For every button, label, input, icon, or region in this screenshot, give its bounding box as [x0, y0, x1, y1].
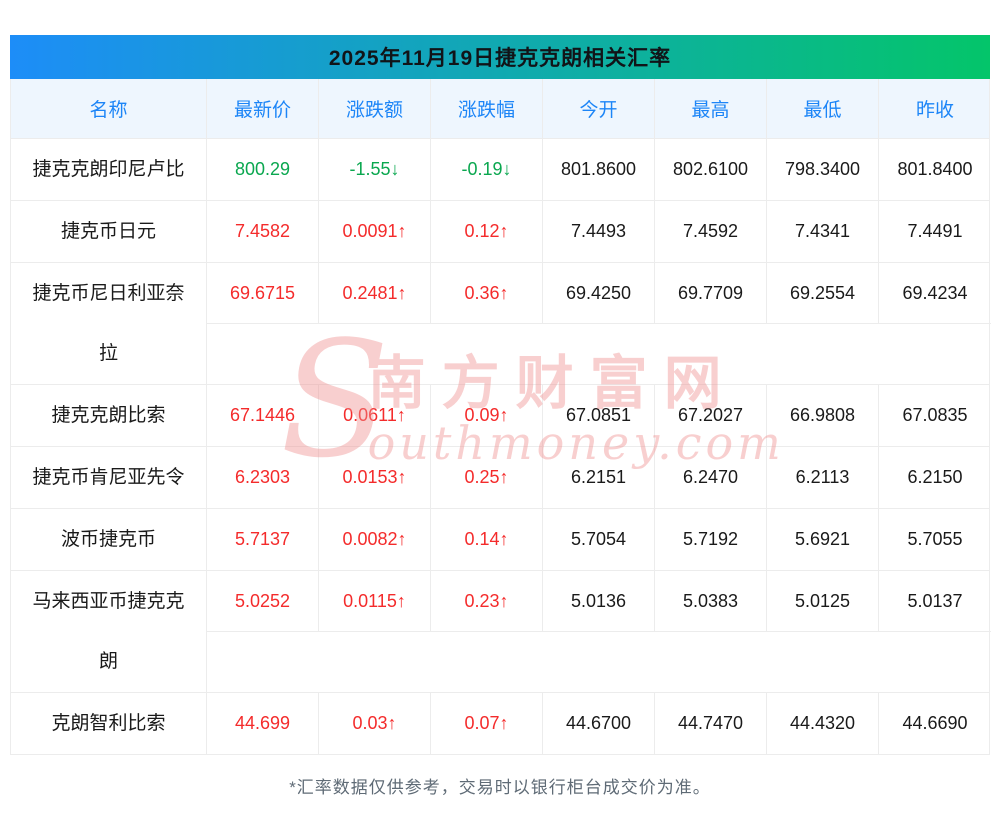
open-price: 44.6700: [543, 693, 655, 754]
currency-pair-name: 克朗智利比索: [11, 693, 207, 754]
row-values: 800.29 -1.55↓ -0.19↓ 801.8600 802.6100 798.34…: [207, 139, 991, 200]
currency-pair-name: 捷克克朗印尼卢比: [11, 139, 207, 200]
high-price: 67.2027: [655, 385, 767, 446]
high-price: 802.6100: [655, 139, 767, 200]
row-values: 69.6715 0.2481↑ 0.36↑ 69.4250 69.7709 69.2554…: [207, 263, 991, 324]
table-row: 克朗智利比索 44.699 0.03↑ 0.07↑ 44.6700 44.7470 44.4…: [11, 693, 989, 755]
open-price: 5.0136: [543, 571, 655, 631]
row-values: 5.0252 0.0115↑ 0.23↑ 5.0136 5.0383 5.0125 5.01…: [207, 571, 991, 632]
exchange-rate-table: 名称 最新价 涨跌额 涨跌幅 今开 最高 最低 昨收 捷克克朗印尼卢比 800.29 -1.55↓…: [10, 79, 991, 755]
table-row: 捷克币肯尼亚先令 6.2303 0.0153↑ 0.25↑ 6.2151 6.2470 6.…: [11, 447, 989, 509]
table-row: 波币捷克币 5.7137 0.0082↑ 0.14↑ 5.7054 5.7192 5.692…: [11, 509, 989, 571]
prev-close-price: 69.4234: [902, 282, 968, 303]
change-amount: 0.03↑: [319, 693, 431, 754]
change-percent: 0.09↑: [431, 385, 543, 446]
column-header-5: 最高: [655, 79, 767, 138]
column-header-6: 最低: [767, 79, 879, 138]
low-price: 798.3400: [767, 139, 879, 200]
change-percent: 0.36↑: [431, 263, 543, 323]
latest-price: 800.29: [207, 139, 319, 200]
change-amount: 0.2481↑: [319, 263, 431, 323]
column-header-3: 涨跌幅: [431, 79, 543, 138]
low-price: 7.4341: [767, 201, 879, 262]
column-header-2: 涨跌额: [319, 79, 431, 138]
change-amount: 0.0091↑: [319, 201, 431, 262]
disclaimer-note: *汇率数据仅供参考，交易时以银行柜台成交价为准。: [289, 778, 711, 797]
low-price: 6.2113: [767, 447, 879, 508]
change-amount: 0.0153↑: [319, 447, 431, 508]
change-amount: 0.0082↑: [319, 509, 431, 570]
low-price: 66.9808: [767, 385, 879, 446]
table-body: 捷克克朗印尼卢比 800.29 -1.55↓ -0.19↓ 801.8600 802.61…: [11, 139, 991, 755]
row-values: 7.4582 0.0091↑ 0.12↑ 7.4493 7.4592 7.4341 7.44…: [207, 201, 991, 262]
column-header-4: 今开: [543, 79, 655, 138]
currency-pair-name: 捷克币尼日利亚奈拉: [11, 263, 207, 384]
prev-close-price: 5.0137: [907, 590, 963, 611]
prev-close-price: 67.0835: [902, 405, 968, 425]
row-values: 67.1446 0.0611↑ 0.09↑ 67.0851 67.2027 66.9808…: [207, 385, 991, 446]
prev-close-price: 5.7055: [907, 529, 963, 549]
high-price: 69.7709: [655, 263, 767, 323]
low-price: 69.2554: [767, 263, 879, 323]
table-row: 马来西亚币捷克克朗 5.0252 0.0115↑ 0.23↑ 5.0136 5.0383 5…: [11, 571, 991, 693]
column-header-0: 名称: [11, 79, 207, 138]
row-values: 5.7137 0.0082↑ 0.14↑ 5.7054 5.7192 5.6921 5.70…: [207, 509, 991, 570]
high-price: 7.4592: [655, 201, 767, 262]
open-price: 7.4493: [543, 201, 655, 262]
latest-price: 6.2303: [207, 447, 319, 508]
latest-price: 7.4582: [207, 201, 319, 262]
open-price: 67.0851: [543, 385, 655, 446]
latest-price: 67.1446: [207, 385, 319, 446]
high-price: 5.0383: [655, 571, 767, 631]
open-price: 6.2151: [543, 447, 655, 508]
prev-close-price: 801.8400: [897, 159, 973, 179]
table-row: 捷克克朗印尼卢比 800.29 -1.55↓ -0.19↓ 801.8600 802.61…: [11, 139, 989, 201]
column-header-1: 最新价: [207, 79, 319, 138]
change-percent: -0.19↓: [431, 139, 543, 200]
change-amount: -1.55↓: [319, 139, 431, 200]
high-price: 44.7470: [655, 693, 767, 754]
open-price: 69.4250: [543, 263, 655, 323]
change-percent: 0.12↑: [431, 201, 543, 262]
table-row: 捷克克朗比索 67.1446 0.0611↑ 0.09↑ 67.0851 67.2027 6…: [11, 385, 989, 447]
change-percent: 0.23↑: [431, 571, 543, 631]
row-values: 44.699 0.03↑ 0.07↑ 44.6700 44.7470 44.4320 44.…: [207, 693, 991, 754]
prev-close-price: 6.2150: [907, 467, 963, 487]
prev-close-price: 7.4491: [907, 221, 963, 241]
currency-pair-name: 捷克币日元: [11, 201, 207, 262]
currency-pair-name: 捷克克朗比索: [11, 385, 207, 446]
low-price: 44.4320: [767, 693, 879, 754]
latest-price: 69.6715: [207, 263, 319, 323]
table-row: 捷克币日元 7.4582 0.0091↑ 0.12↑ 7.4493 7.4592 7.434…: [11, 201, 989, 263]
currency-pair-name: 马来西亚币捷克克朗: [11, 571, 207, 692]
column-header-7: 昨收: [915, 100, 954, 121]
open-price: 5.7054: [543, 509, 655, 570]
table-row: 捷克币尼日利亚奈拉 69.6715 0.2481↑ 0.36↑ 69.4250 69.77…: [11, 263, 991, 385]
change-amount: 0.0611↑: [319, 385, 431, 446]
high-price: 6.2470: [655, 447, 767, 508]
low-price: 5.6921: [767, 509, 879, 570]
currency-pair-name: 捷克币肯尼亚先令: [11, 447, 207, 508]
open-price: 801.8600: [543, 139, 655, 200]
low-price: 5.0125: [767, 571, 879, 631]
table-header-row: 名称 最新价 涨跌额 涨跌幅 今开 最高 最低 昨收: [11, 79, 989, 139]
high-price: 5.7192: [655, 509, 767, 570]
page-title: 2025年11月19日捷克克朗相关汇率: [10, 35, 990, 79]
latest-price: 44.699: [207, 693, 319, 754]
row-values: 6.2303 0.0153↑ 0.25↑ 6.2151 6.2470 6.2113 6.21…: [207, 447, 991, 508]
change-percent: 0.14↑: [431, 509, 543, 570]
change-percent: 0.07↑: [431, 693, 543, 754]
prev-close-price: 44.6690: [902, 713, 968, 733]
change-percent: 0.25↑: [431, 447, 543, 508]
latest-price: 5.7137: [207, 509, 319, 570]
latest-price: 5.0252: [207, 571, 319, 631]
currency-pair-name: 波币捷克币: [11, 509, 207, 570]
change-amount: 0.0115↑: [319, 571, 431, 631]
